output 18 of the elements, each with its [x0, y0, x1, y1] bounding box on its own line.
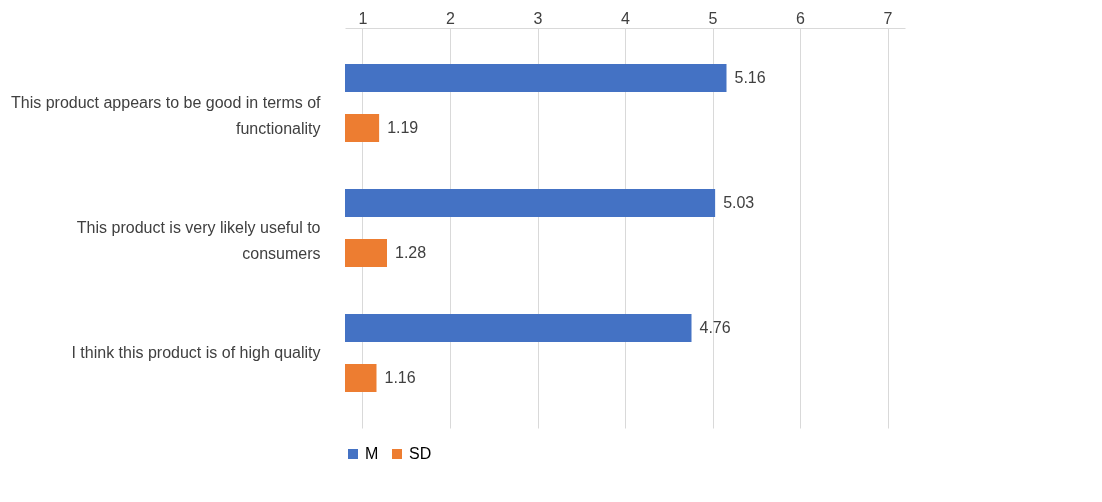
x-tick-label: 1	[358, 9, 368, 27]
x-tick-label: 4	[621, 9, 631, 27]
legend-label: M	[365, 445, 379, 462]
x-tick-label: 3	[533, 9, 543, 27]
x-tick-label: 5	[708, 9, 718, 27]
y-tick-label: I think this product is of high quality	[71, 344, 321, 361]
x-tick-label: 6	[796, 9, 806, 27]
data-label: 5.03	[723, 194, 755, 211]
data-label: 5.16	[734, 69, 766, 86]
x-tick-label: 2	[446, 9, 456, 27]
legend-label: SD	[409, 445, 432, 462]
data-label: 4.76	[699, 319, 731, 336]
data-label: 1.28	[395, 244, 427, 261]
y-tick-label: This product appears to be good in terms of functionality	[10, 94, 322, 137]
x-tick-label: 7	[883, 9, 893, 27]
y-tick-label: This product is very likely useful to consumers	[76, 219, 321, 262]
data-label: 1.16	[384, 369, 416, 386]
data-label: 1.19	[387, 119, 419, 136]
